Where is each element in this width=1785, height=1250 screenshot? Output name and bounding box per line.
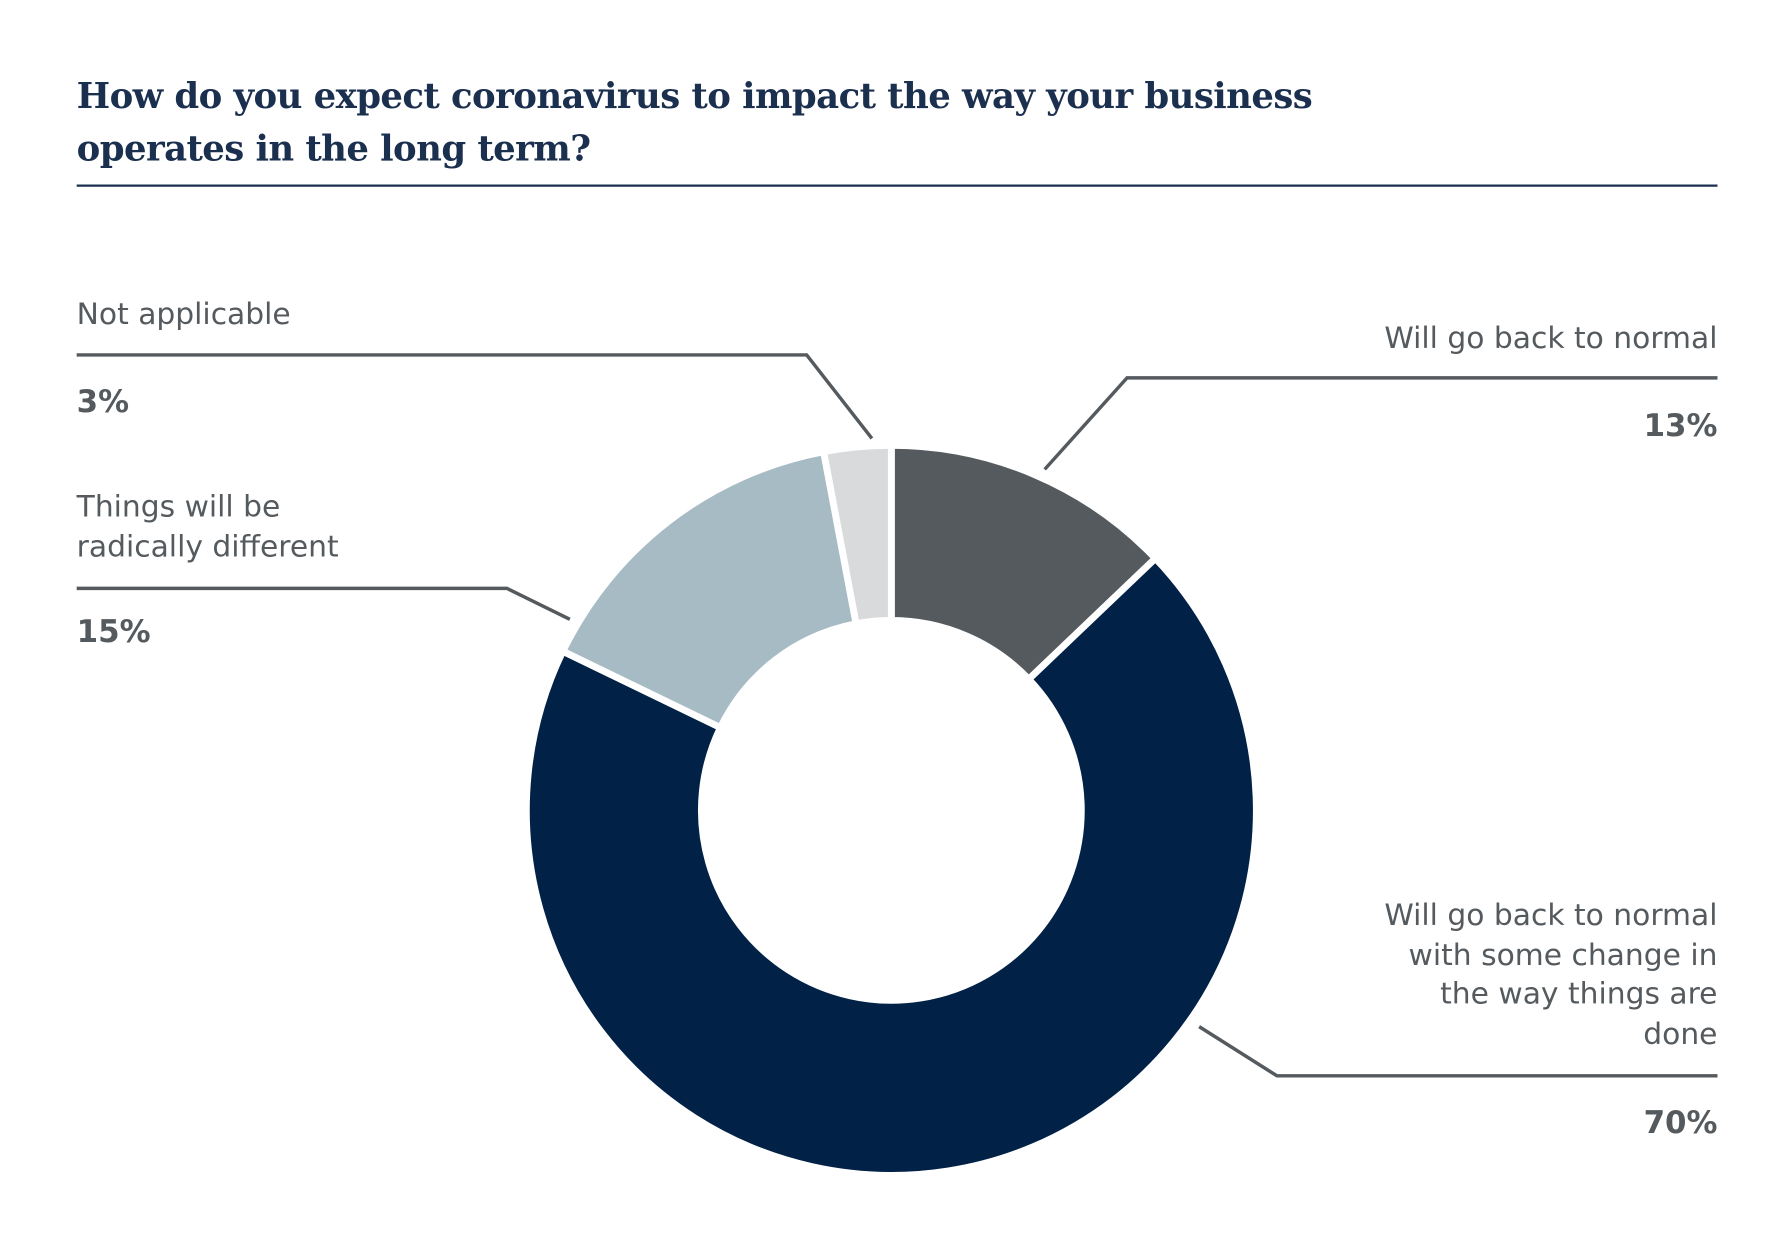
donut-slices [522,441,1260,1179]
leader-back-to-normal [1043,376,1718,471]
donut-slice-1 [522,553,1260,1179]
label-some-change-2: with some change in [1409,938,1718,973]
leader-not-applicable [76,353,874,440]
value-not-applicable: 3% [77,384,129,420]
value-some-change: 70% [1644,1105,1718,1141]
label-some-change-1: Will go back to normal [1384,898,1717,933]
label-back-to-normal: Will go back to normal [1384,321,1717,356]
donut-slice-2 [558,447,861,733]
chart-title-line-1: How do you expect coronavirus to impact … [77,76,1312,117]
label-some-change-4: done [1643,1017,1717,1052]
label-not-applicable: Not applicable [77,297,291,332]
value-back-to-normal: 13% [1644,408,1718,444]
label-radically-different-2: radically different [77,529,339,564]
leader-some-change [1198,1025,1718,1078]
label-radically-different-1: Things will be [76,489,281,524]
label-some-change-3: the way things are [1440,977,1717,1012]
donut-slice-3 [819,441,895,628]
leader-radically-different [76,586,571,621]
value-radically-different: 15% [77,614,151,650]
chart-title-line-2: operates in the long term? [77,128,591,169]
